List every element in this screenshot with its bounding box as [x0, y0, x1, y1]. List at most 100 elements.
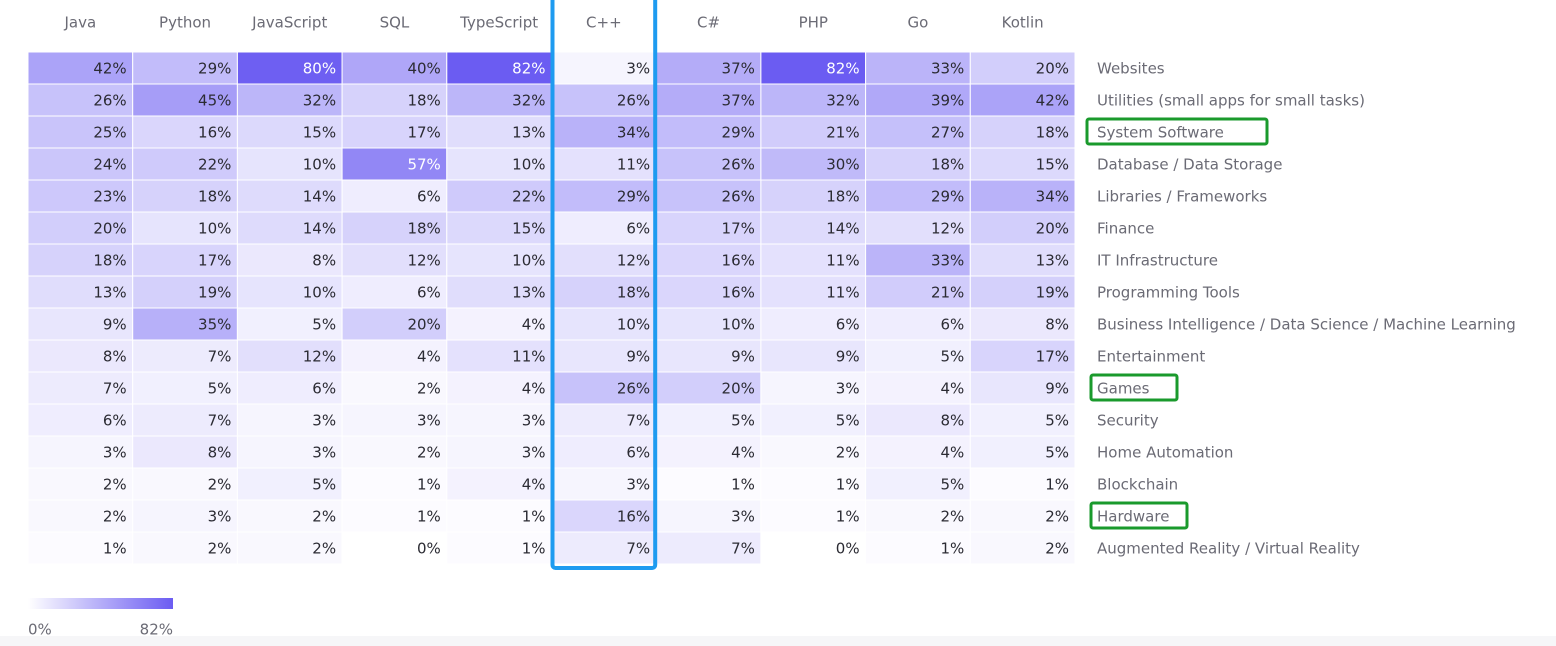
heatmap-cell [236, 403, 343, 437]
cell-value-label: 2% [1045, 540, 1069, 558]
cell-value-label: 11% [617, 156, 650, 174]
heatmap-cell [760, 435, 867, 469]
cell-value-label: 4% [522, 316, 546, 334]
cell-value-label: 6% [836, 316, 860, 334]
heatmap-cell [132, 307, 238, 341]
cell-value-label: 18% [931, 156, 964, 174]
cell-value-label: 2% [312, 540, 336, 558]
cell-value-label: 11% [826, 284, 859, 302]
heatmap-cell [132, 499, 238, 533]
heatmap-cell [760, 179, 867, 213]
heatmap-cell [446, 403, 552, 437]
cell-value-label: 18% [617, 284, 650, 302]
cell-value-label: 5% [312, 476, 336, 494]
heatmap-cell [865, 147, 971, 181]
cell-value-label: 17% [198, 252, 231, 270]
cell-value-label: 6% [103, 412, 127, 430]
cell-value-label: 3% [312, 412, 336, 430]
cell-value-label: 45% [198, 92, 231, 110]
cell-value-label: 2% [1045, 508, 1069, 526]
cell-value-label: 2% [208, 540, 232, 558]
cell-value-label: 6% [626, 444, 650, 462]
column-header-php: PHP [799, 14, 828, 32]
heatmap-cell [760, 307, 867, 341]
color-scale-max-label: 82% [140, 621, 173, 639]
row-label-entertainment: Entertainment [1097, 348, 1205, 366]
cell-value-label: 7% [208, 412, 232, 430]
cell-value-label: 2% [103, 476, 127, 494]
row-label-libraries-frameworks: Libraries / Frameworks [1097, 188, 1267, 206]
heatmap-cell [865, 243, 971, 277]
cell-value-label: 2% [417, 380, 441, 398]
heatmap-cell [446, 499, 552, 533]
cell-value-label: 0% [836, 540, 860, 558]
heatmap-cell [132, 435, 238, 469]
heatmap-cell [760, 499, 867, 533]
heatmap-cell [341, 83, 448, 117]
cell-value-label: 1% [836, 508, 860, 526]
heatmap-cell [27, 435, 134, 469]
cell-value-label: 2% [208, 476, 232, 494]
heatmap-cell [236, 307, 343, 341]
cell-value-label: 20% [407, 316, 440, 334]
heatmap-cell [969, 275, 1076, 309]
cell-value-label: 26% [93, 92, 126, 110]
cell-value-label: 13% [512, 284, 545, 302]
row-label-system-software: System Software [1097, 124, 1224, 142]
cell-value-label: 4% [941, 444, 965, 462]
heatmap-cell [132, 371, 238, 405]
heatmap-cell [132, 531, 238, 565]
cell-value-label: 13% [93, 284, 126, 302]
heatmap-cell [655, 115, 762, 149]
heatmap-cell [446, 179, 552, 213]
heatmap-cell [969, 179, 1076, 213]
highlight-row-box-games [1089, 373, 1179, 402]
cell-value-label: 21% [826, 124, 859, 142]
cell-value-label: 82% [826, 60, 859, 78]
cell-value-label: 0% [417, 540, 441, 558]
cell-value-label: 5% [941, 348, 965, 366]
heatmap-cell [969, 531, 1076, 565]
heatmap-cell [655, 275, 762, 309]
cell-value-label: 30% [826, 156, 859, 174]
cell-value-label: 1% [417, 476, 441, 494]
heatmap-cell [655, 435, 762, 469]
row-label-database-data-storage: Database / Data Storage [1097, 156, 1282, 174]
heatmap-cell [341, 307, 448, 341]
cell-value-label: 8% [312, 252, 336, 270]
cell-value-label: 8% [1045, 316, 1069, 334]
heatmap-cell [27, 467, 134, 501]
row-label-it-infrastructure: IT Infrastructure [1097, 252, 1218, 270]
heatmap-cell [760, 403, 867, 437]
cell-value-label: 4% [522, 476, 546, 494]
cell-value-label: 5% [1045, 444, 1069, 462]
cell-value-label: 16% [617, 508, 650, 526]
cell-value-label: 9% [103, 316, 127, 334]
cell-value-label: 26% [722, 188, 755, 206]
column-header-typescript: TypeScript [459, 14, 538, 32]
cell-value-label: 18% [407, 220, 440, 238]
cell-value-label: 8% [208, 444, 232, 462]
heatmap-cell [446, 275, 552, 309]
heatmap-cell [132, 467, 238, 501]
highlight-column-outline [550, 0, 658, 570]
cell-value-label: 1% [522, 540, 546, 558]
cell-value-label: 12% [931, 220, 964, 238]
highlight-row-box-hardware [1089, 501, 1189, 530]
cell-value-label: 18% [826, 188, 859, 206]
cell-value-label: 7% [626, 540, 650, 558]
column-header-go: Go [908, 14, 929, 32]
heatmap-cell [865, 339, 971, 373]
heatmap-cell [132, 275, 238, 309]
heatmap-cell [969, 339, 1076, 373]
cell-value-label: 32% [826, 92, 859, 110]
heatmap-cell [655, 243, 762, 277]
cell-value-label: 11% [512, 348, 545, 366]
heatmap-cell [341, 211, 448, 245]
cell-value-label: 3% [208, 508, 232, 526]
heatmap-cell [236, 499, 343, 533]
cell-value-label: 57% [407, 156, 440, 174]
row-label-utilities-small-apps-for-small-tasks: Utilities (small apps for small tasks) [1097, 92, 1365, 110]
